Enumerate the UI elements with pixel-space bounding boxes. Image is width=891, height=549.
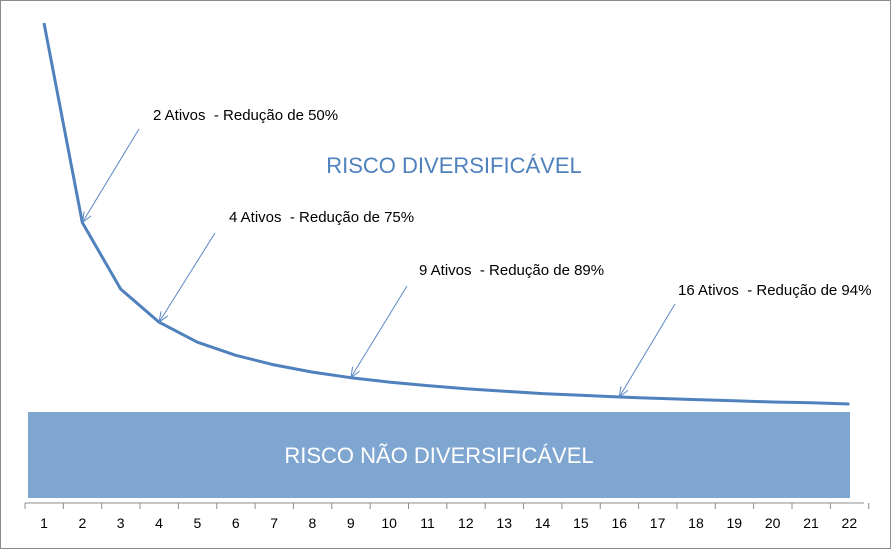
x-tick-label: 21 [803, 515, 819, 531]
annotation-arrowhead [81, 211, 92, 224]
x-tick-label: 7 [270, 515, 278, 531]
x-tick-label: 8 [309, 515, 317, 531]
annotation-arrow [350, 285, 408, 378]
x-tick-label: 2 [78, 515, 86, 531]
x-tick-label: 1 [40, 515, 48, 531]
annotation-label: 2 Ativos - Redução de 50% [153, 107, 338, 124]
risk-curve-series [42, 22, 850, 406]
x-tick-label: 18 [688, 515, 704, 531]
annotation-label: 16 Ativos - Redução de 94% [678, 282, 871, 299]
x-axis: 1 2 3 4 5 6 7 8 9 10 11 12 13 14 15 16 17 18 19 20 21 22 [24, 502, 870, 531]
x-tick-label: 22 [842, 515, 858, 531]
x-tick-label: 4 [155, 515, 163, 531]
non-diversifiable-risk-band [28, 412, 850, 498]
x-tick-label: 6 [232, 515, 240, 531]
x-tick-label: 14 [535, 515, 551, 531]
annotation-arrow [81, 128, 140, 223]
x-tick-label: 12 [458, 515, 474, 531]
x-tick-label: 16 [611, 515, 627, 531]
x-tick-label: 10 [381, 515, 397, 531]
risk-curve-line [42, 22, 850, 406]
x-tick-label: 3 [117, 515, 125, 531]
x-tick-label: 17 [650, 515, 666, 531]
annotation-arrowhead [350, 366, 360, 379]
annotations: 2 Ativos - Redução de 50% 4 Ativos - Redu… [81, 107, 871, 399]
annotation-label: 9 Ativos - Redução de 89% [419, 262, 604, 279]
annotation-arrowhead [618, 386, 629, 399]
annotation-arrow [618, 303, 676, 398]
non-diversifiable-risk-label: RISCO NÃO DIVERSIFICÁVEL [284, 443, 593, 468]
diversifiable-risk-label: RISCO DIVERSIFICÁVEL [326, 153, 582, 178]
x-tick-label: 13 [496, 515, 512, 531]
x-tick-label: 5 [194, 515, 202, 531]
annotation-label: 4 Ativos - Redução de 75% [229, 209, 414, 226]
annotation-arrow [158, 232, 216, 323]
x-tick-label: 15 [573, 515, 589, 531]
x-tick-label: 9 [347, 515, 355, 531]
x-tick-label: 19 [727, 515, 743, 531]
x-tick-label: 11 [420, 515, 435, 531]
x-tick-label: 20 [765, 515, 781, 531]
annotation-arrowhead [158, 311, 169, 324]
